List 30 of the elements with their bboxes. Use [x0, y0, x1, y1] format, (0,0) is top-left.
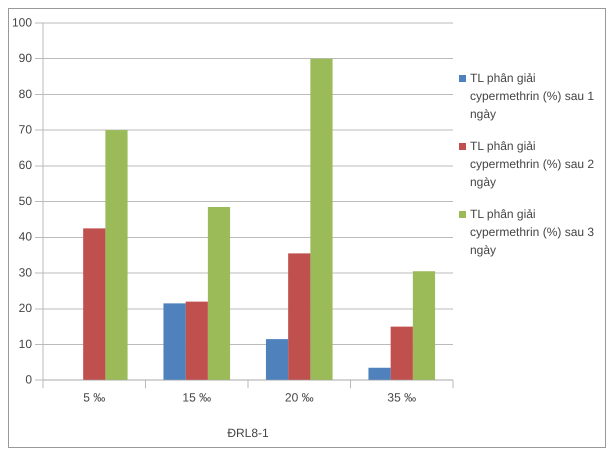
y-tick-label: 0 [25, 372, 32, 387]
bar [310, 58, 333, 380]
y-tick-label: 20 [18, 301, 32, 316]
bar [288, 253, 310, 380]
bar [412, 271, 436, 380]
bar [186, 302, 208, 380]
y-tick-label: 80 [18, 86, 32, 101]
y-tick-label: 60 [18, 158, 32, 172]
x-tick-label: 15 ‰ [182, 390, 212, 405]
y-tick-label: 70 [18, 122, 32, 136]
bar [266, 339, 288, 380]
bar [208, 206, 230, 380]
bar [163, 303, 186, 380]
y-tick-label: 90 [18, 51, 32, 66]
y-tick-label: 10 [18, 336, 32, 351]
bar [390, 326, 413, 380]
y-tick-label: 40 [18, 230, 32, 244]
legend-label: TL phân giải cypermethrin (%) sau 2 ngày [470, 138, 596, 191]
y-tick-label: 100 [12, 15, 32, 30]
x-axis-title: ĐRL8-1 [227, 426, 270, 440]
legend-label: TL phân giải cypermethrin (%) sau 3 ngày [470, 206, 596, 259]
y-tick-label: 30 [18, 265, 32, 280]
y-tick-label: 50 [18, 194, 32, 208]
x-tick-label: 5 ‰ [83, 390, 106, 405]
bar [368, 368, 391, 380]
bar [83, 228, 106, 380]
x-tick-label: 35 ‰ [387, 390, 416, 405]
bar [105, 130, 128, 380]
legend-label: TL phân giải cypermethrin (%) sau 1 ngày [470, 70, 596, 123]
x-tick-label: 20 ‰ [284, 390, 314, 405]
